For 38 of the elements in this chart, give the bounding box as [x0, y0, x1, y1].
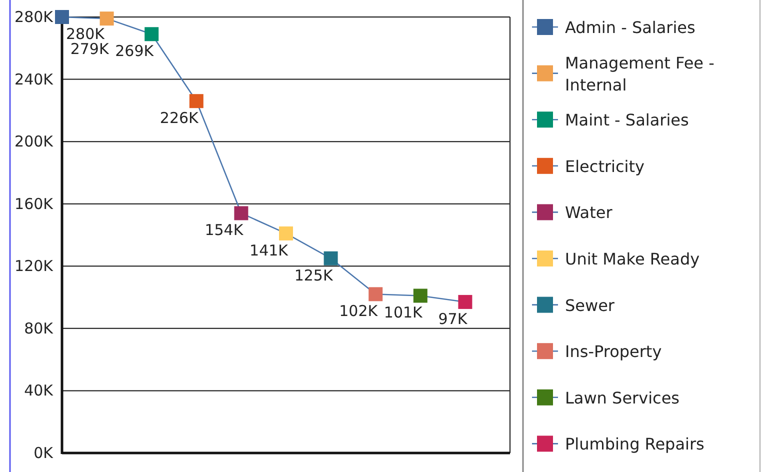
y-tick-label: 40K	[24, 382, 54, 400]
point	[413, 288, 428, 303]
data-label: 125K	[294, 266, 334, 284]
legend-label: Sewer	[565, 295, 615, 314]
legend-label: Water	[565, 202, 613, 222]
point	[234, 206, 248, 220]
point	[458, 294, 472, 309]
y-tick-label: 80K	[24, 319, 54, 338]
point	[368, 287, 383, 302]
legend-label: Electricity	[565, 156, 644, 176]
y-tick-label: 200K	[14, 132, 54, 151]
data-label: 226K	[160, 109, 200, 128]
point	[189, 94, 204, 108]
point	[144, 27, 159, 42]
y-tick-label: 160K	[14, 194, 54, 213]
y-tick-label: 240K	[14, 70, 54, 88]
point	[55, 10, 69, 24]
data-label: 141K	[250, 241, 290, 260]
legend-label: Lawn Services	[565, 388, 680, 407]
data-label: 97K	[438, 310, 468, 328]
point	[100, 12, 114, 26]
legend-label: Maint - Salaries	[565, 110, 689, 130]
data-label: 154K	[204, 221, 244, 240]
data-label: 280K	[66, 25, 106, 43]
legend-label: Management Fee - Internal	[565, 52, 714, 94]
legend-label: Admin - Salaries	[565, 18, 696, 36]
data-label: 102K	[339, 302, 379, 320]
legend-label: Unit Make Ready	[565, 249, 700, 268]
legend-label: Plumbing Repairs	[565, 434, 704, 454]
legend-label: Ins-Property	[565, 342, 662, 361]
data-label: 101K	[384, 304, 424, 322]
data-label: 269K	[115, 42, 155, 60]
point	[279, 226, 293, 240]
y-tick-label: 280K	[14, 8, 54, 26]
point	[324, 251, 338, 266]
y-tick-label: 0K	[34, 444, 54, 462]
data-label: 279K	[70, 40, 110, 58]
y-tick-label: 120K	[14, 257, 54, 276]
